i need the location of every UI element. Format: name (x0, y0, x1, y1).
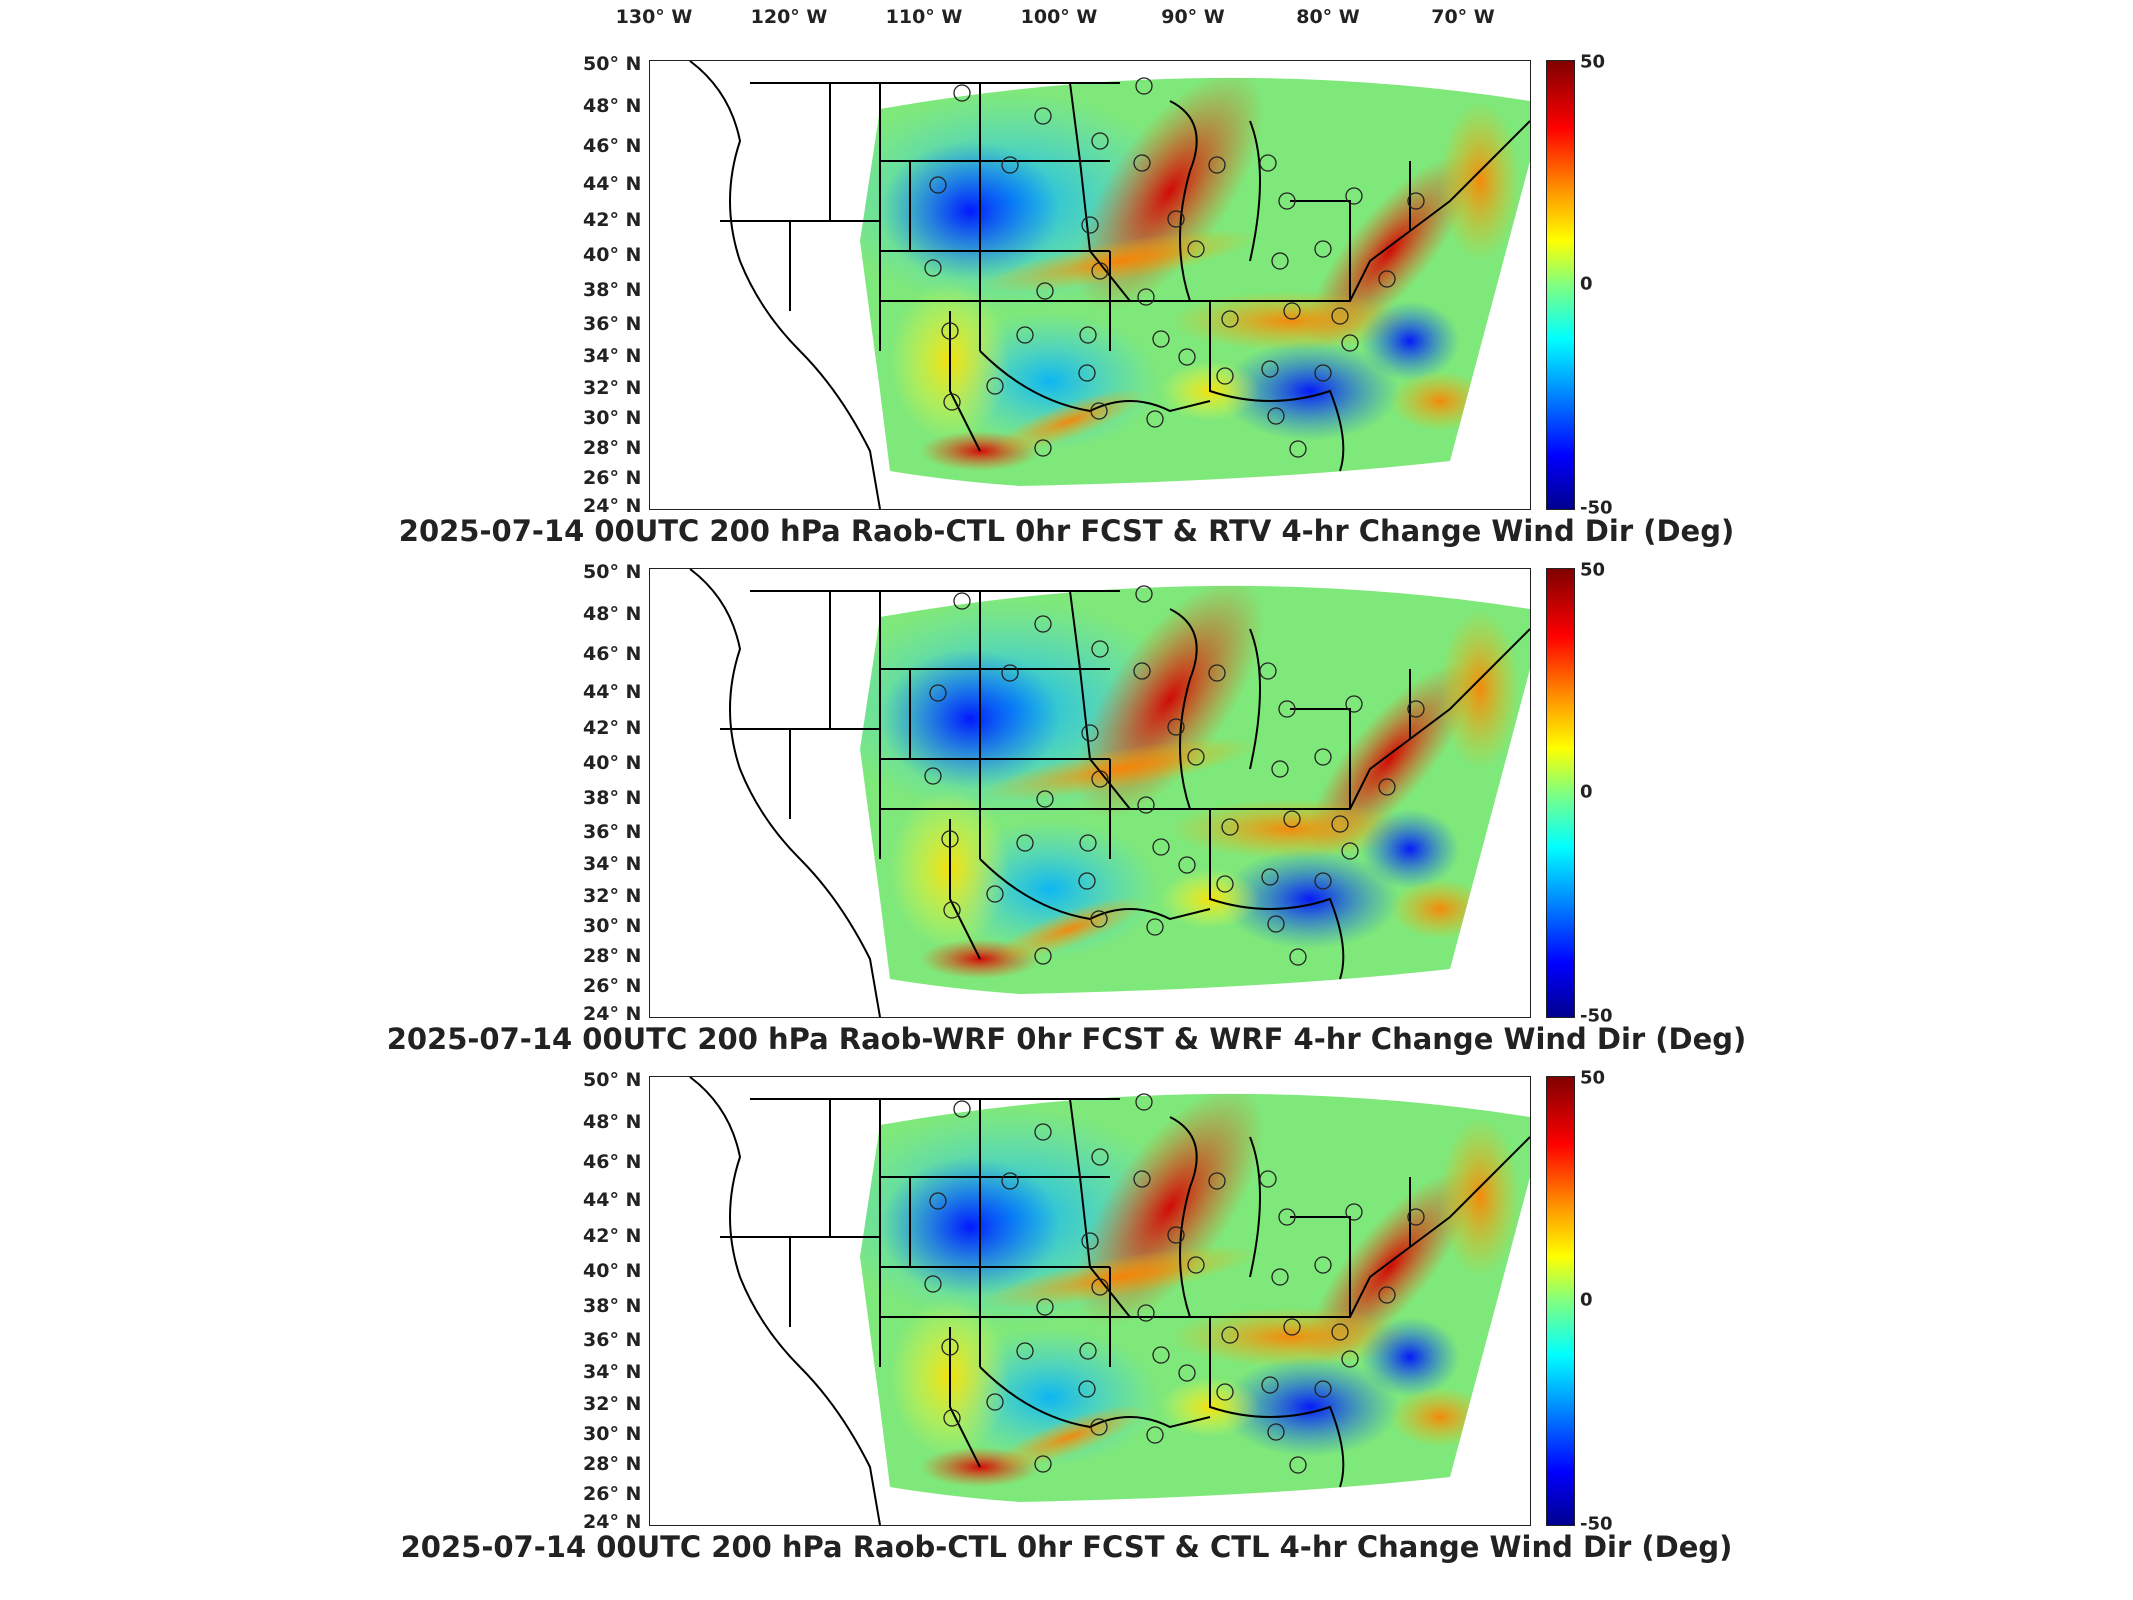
lat-label: 48° N (583, 95, 642, 117)
wind-direction-map (650, 569, 1530, 1017)
lat-label: 42° N (583, 209, 642, 231)
lat-label: 30° N (583, 1423, 642, 1445)
lat-label: 44° N (583, 681, 642, 703)
map-plot (649, 568, 1531, 1018)
lat-label: 24° N (583, 495, 642, 517)
map-plot (649, 1076, 1531, 1526)
colorbar-mid-label: 0 (1580, 273, 1593, 295)
lon-label: 100° W (1020, 6, 1098, 28)
lon-label: 120° W (750, 6, 828, 28)
colorbar-mid-label: 0 (1580, 781, 1593, 803)
lon-label: 90° W (1161, 6, 1225, 28)
lat-label: 46° N (583, 135, 642, 157)
lat-label: 48° N (583, 1111, 642, 1133)
lat-label: 50° N (583, 1069, 642, 1091)
lat-label: 44° N (583, 1189, 642, 1211)
lat-label: 32° N (583, 377, 642, 399)
colorbar-min-label: -50 (1580, 1005, 1613, 1027)
colorbar-max-label: 50 (1580, 559, 1606, 581)
colorbar (1546, 568, 1575, 1018)
lat-label: 24° N (583, 1511, 642, 1533)
lat-label: 26° N (583, 975, 642, 997)
lat-label: 30° N (583, 407, 642, 429)
lat-label: 36° N (583, 1329, 642, 1351)
lat-label: 34° N (583, 853, 642, 875)
lat-label: 30° N (583, 915, 642, 937)
lon-label: 70° W (1431, 6, 1495, 28)
lat-label: 28° N (583, 437, 642, 459)
lat-label: 26° N (583, 467, 642, 489)
lat-label: 46° N (583, 1151, 642, 1173)
map-panel: 50° N 48° N 46° N 44° N 42° N 40° N 38° … (0, 1068, 2133, 1596)
lat-label: 48° N (583, 603, 642, 625)
lat-label: 40° N (583, 752, 642, 774)
colorbar-mid-label: 0 (1580, 1289, 1593, 1311)
colorbar-max-label: 50 (1580, 51, 1606, 73)
lat-label: 44° N (583, 173, 642, 195)
lat-label: 28° N (583, 1453, 642, 1475)
lat-label: 42° N (583, 717, 642, 739)
lat-label: 32° N (583, 1393, 642, 1415)
lat-label: 38° N (583, 787, 642, 809)
lat-label: 40° N (583, 244, 642, 266)
panel-title: 2025-07-14 00UTC 200 hPa Raob-CTL 0hr FC… (400, 1530, 1733, 1564)
map-panel: 50° N 48° N 46° N 44° N 42° N 40° N 38° … (0, 52, 2133, 580)
lat-label: 36° N (583, 821, 642, 843)
map-panel: 50° N 48° N 46° N 44° N 42° N 40° N 38° … (0, 560, 2133, 1088)
lat-label: 42° N (583, 1225, 642, 1247)
lat-label: 50° N (583, 561, 642, 583)
map-plot (649, 60, 1531, 510)
colorbar (1546, 1076, 1575, 1526)
lat-label: 24° N (583, 1003, 642, 1025)
colorbar-min-label: -50 (1580, 497, 1613, 519)
lat-label: 32° N (583, 885, 642, 907)
lat-label: 50° N (583, 53, 642, 75)
colorbar-max-label: 50 (1580, 1067, 1606, 1089)
lat-label: 38° N (583, 1295, 642, 1317)
colorbar (1546, 60, 1575, 510)
lat-label: 26° N (583, 1483, 642, 1505)
lat-label: 46° N (583, 643, 642, 665)
lat-label: 38° N (583, 279, 642, 301)
lon-label: 80° W (1296, 6, 1360, 28)
lat-label: 34° N (583, 1361, 642, 1383)
panel-title: 2025-07-14 00UTC 200 hPa Raob-WRF 0hr FC… (386, 1022, 1747, 1056)
lon-label: 110° W (885, 6, 963, 28)
panel-title: 2025-07-14 00UTC 200 hPa Raob-CTL 0hr FC… (398, 514, 1735, 548)
lat-label: 34° N (583, 345, 642, 367)
wind-direction-map (650, 1077, 1530, 1525)
lat-label: 36° N (583, 313, 642, 335)
lat-label: 40° N (583, 1260, 642, 1282)
lon-label: 130° W (615, 6, 693, 28)
colorbar-min-label: -50 (1580, 1513, 1613, 1535)
longitude-axis: 130° W 120° W 110° W 100° W 90° W 80° W … (0, 6, 2133, 36)
wind-direction-map (650, 61, 1530, 509)
lat-label: 28° N (583, 945, 642, 967)
